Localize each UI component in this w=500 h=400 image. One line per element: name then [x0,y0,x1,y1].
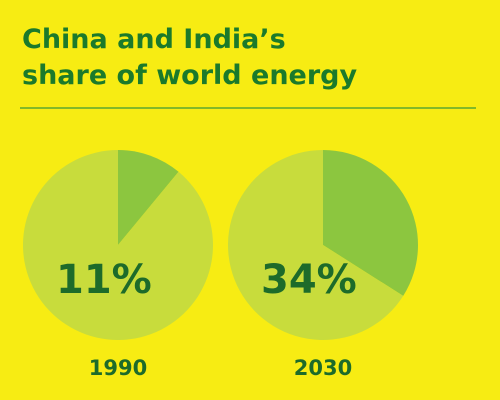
title-line: share of world energy [22,60,358,91]
pie-label: 1990 [89,356,147,380]
pie-slice [118,150,179,245]
pie-slice [323,150,418,296]
value-label: 34% [261,257,357,303]
title-line: China and India’s [22,24,286,55]
pie-slice [23,150,214,341]
pie-slice [227,150,404,340]
pie-label: 2030 [294,356,352,380]
value-label: 11% [56,257,152,303]
